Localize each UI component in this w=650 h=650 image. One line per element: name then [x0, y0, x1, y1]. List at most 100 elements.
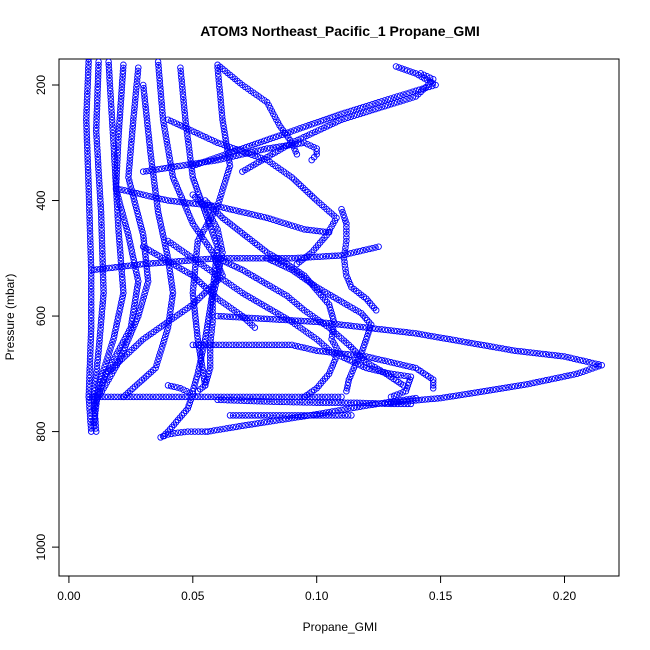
data-point — [90, 266, 97, 274]
data-point — [177, 67, 184, 75]
data-point — [115, 232, 123, 240]
data-point — [322, 348, 330, 356]
data-point — [90, 422, 97, 430]
data-point — [325, 301, 333, 308]
data-point — [412, 397, 420, 404]
data-point — [98, 221, 105, 229]
data-point — [182, 257, 189, 265]
data-point — [95, 59, 102, 66]
data-point — [350, 404, 358, 412]
data-point — [129, 119, 137, 127]
data-point — [342, 217, 349, 224]
data-point — [246, 255, 254, 262]
data-point — [257, 146, 265, 154]
data-point — [231, 148, 238, 155]
data-point — [155, 195, 162, 202]
data-point — [155, 165, 162, 173]
data-point — [291, 254, 299, 262]
data-point — [214, 210, 222, 217]
data-point — [217, 93, 224, 101]
data-point — [266, 135, 274, 143]
data-point — [296, 399, 304, 406]
data-point — [87, 343, 94, 350]
data-point — [86, 368, 93, 375]
data-point — [514, 382, 522, 389]
data-point — [428, 395, 435, 403]
data-point — [310, 253, 317, 261]
data-point — [117, 302, 125, 309]
data-point — [567, 371, 574, 379]
data-point — [184, 428, 192, 435]
data-point — [381, 97, 389, 104]
data-point — [167, 117, 175, 125]
data-point — [254, 412, 262, 419]
data-point — [87, 243, 94, 251]
data-point — [87, 330, 95, 338]
data-point — [313, 227, 320, 235]
data-point — [217, 239, 224, 246]
data-point — [213, 426, 221, 434]
data-point — [217, 96, 224, 104]
data-point — [162, 393, 170, 401]
data-point — [126, 238, 133, 245]
data-point — [402, 387, 410, 395]
data-point — [212, 341, 220, 349]
data-point — [344, 351, 351, 358]
data-point — [356, 323, 364, 331]
data-point — [94, 93, 101, 100]
data-point — [404, 372, 411, 380]
series-line — [93, 64, 139, 409]
data-point — [350, 106, 358, 114]
data-point — [326, 114, 333, 122]
data-point — [548, 351, 556, 359]
data-point — [251, 324, 259, 331]
data-point — [290, 398, 297, 406]
data-point — [177, 385, 184, 392]
data-point — [237, 397, 244, 404]
data-point — [348, 370, 355, 378]
data-point — [133, 287, 141, 294]
data-point — [158, 227, 166, 234]
data-point — [204, 428, 211, 435]
data-point — [167, 382, 175, 390]
data-point — [341, 261, 349, 269]
data-point — [315, 393, 322, 401]
data-point — [116, 308, 123, 315]
data-point — [347, 249, 355, 257]
data-point — [381, 399, 389, 407]
data-point — [130, 261, 138, 269]
data-point — [158, 100, 165, 107]
data-point — [102, 265, 110, 272]
data-point — [576, 369, 584, 376]
data-point — [348, 412, 355, 419]
data-point — [110, 332, 118, 340]
data-point — [167, 302, 175, 309]
data-point — [93, 118, 100, 126]
data-point — [190, 177, 198, 184]
series-21 — [189, 63, 439, 170]
data-point — [184, 208, 192, 216]
data-point — [474, 389, 482, 396]
data-point — [120, 61, 127, 69]
data-point — [434, 333, 441, 341]
data-point — [319, 253, 327, 260]
data-point — [335, 407, 342, 414]
data-point — [116, 238, 123, 246]
data-point — [135, 278, 142, 285]
data-point — [232, 423, 240, 431]
data-point — [211, 285, 219, 293]
data-point — [134, 210, 142, 218]
data-point — [218, 106, 225, 114]
data-point — [114, 359, 121, 367]
data-point — [288, 341, 296, 349]
data-point — [86, 224, 94, 232]
data-point — [555, 374, 562, 381]
data-point — [126, 180, 134, 187]
data-point — [201, 201, 209, 209]
data-point — [375, 400, 382, 407]
data-point — [155, 68, 163, 75]
data-point — [294, 343, 302, 350]
data-point — [205, 201, 212, 209]
data-point — [113, 175, 120, 183]
data-point — [144, 119, 151, 127]
